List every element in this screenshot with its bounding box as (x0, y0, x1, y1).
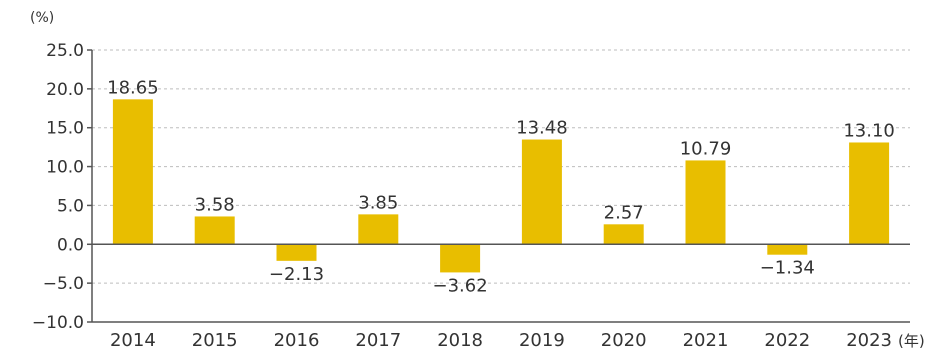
x-tick-label: 2023 (846, 330, 892, 351)
bar (440, 244, 481, 273)
y-tick-label: 25.0 (46, 41, 84, 61)
data-label: 13.10 (843, 120, 895, 141)
x-axis-unit-label: (年) (898, 332, 925, 350)
y-tick-label: 20.0 (46, 80, 84, 100)
data-label: 2.57 (604, 202, 644, 223)
data-label: 10.79 (680, 138, 732, 159)
y-axis-unit-label: (%) (30, 10, 54, 26)
x-tick-label: 2020 (601, 330, 647, 351)
bar (767, 244, 808, 255)
label-layer: 25.0 20.0 15.0 10.0 5.0 0.0 −5.0 −10.0 18.65 2014… (32, 41, 895, 351)
data-label: 3.58 (195, 194, 235, 215)
x-tick-label: 2021 (683, 330, 729, 351)
data-label: −3.62 (433, 275, 488, 296)
bar (685, 160, 726, 245)
y-tick-label: −10.0 (32, 313, 84, 333)
x-tick-label: 2017 (355, 330, 401, 351)
y-tick-label: −5.0 (43, 274, 84, 294)
bar (603, 224, 644, 245)
x-tick-label: 2015 (192, 330, 238, 351)
x-tick-label: 2018 (437, 330, 483, 351)
x-tick-label: 2016 (274, 330, 320, 351)
bar (358, 214, 399, 245)
data-label: 3.85 (358, 192, 398, 213)
bar (849, 142, 890, 245)
grid-layer (92, 49, 910, 323)
data-label: 18.65 (107, 77, 159, 98)
data-label: 13.48 (516, 118, 568, 139)
bar-layer (112, 99, 890, 273)
x-tick-label: 2022 (764, 330, 810, 351)
y-tick-label: 15.0 (46, 119, 84, 139)
y-tick-label: 5.0 (57, 196, 84, 216)
data-label: −2.13 (269, 264, 324, 285)
axis-layer (87, 49, 910, 323)
bar (276, 244, 317, 261)
bar (521, 139, 562, 245)
bar (194, 216, 235, 245)
x-tick-label: 2014 (110, 330, 156, 351)
y-tick-label: 0.0 (57, 235, 84, 255)
x-tick-label: 2019 (519, 330, 565, 351)
data-label: −1.34 (760, 258, 815, 279)
y-tick-label: 10.0 (46, 158, 84, 178)
bar (112, 99, 153, 245)
